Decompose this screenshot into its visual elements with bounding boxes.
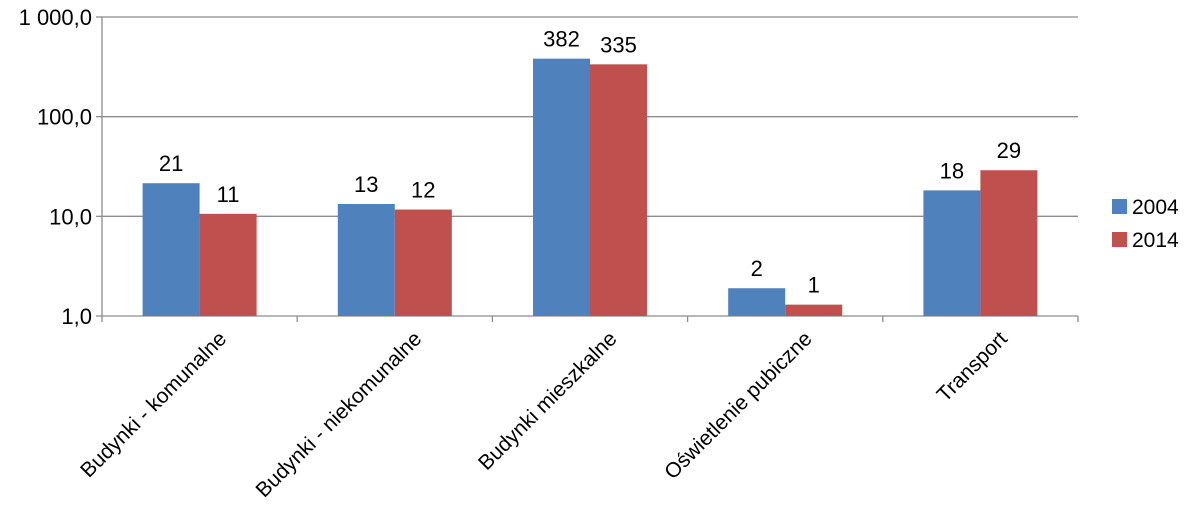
data-label: 21	[159, 151, 183, 176]
y-axis-ticks: 1,0 10,0 100,0 1 000,0	[19, 5, 92, 329]
bar-2014-4	[980, 170, 1038, 316]
legend: 2004 2014	[1112, 196, 1179, 252]
bar-2004-3	[728, 288, 786, 316]
bar-2014-2	[590, 64, 647, 316]
category-label: Budynki - komunalne	[76, 327, 231, 482]
legend-swatch	[1112, 232, 1127, 247]
data-label: 12	[411, 178, 435, 203]
category-label: Transport	[933, 327, 1012, 406]
bars	[142, 58, 1038, 316]
data-label: 11	[217, 182, 240, 207]
data-label: 335	[600, 32, 637, 57]
bar-2014-1	[394, 209, 452, 316]
y-tick-label: 10,0	[49, 204, 92, 229]
y-tick-label: 1,0	[61, 304, 92, 329]
bar-2004-0	[142, 183, 200, 316]
data-label: 18	[940, 158, 964, 183]
data-label: 382	[543, 27, 580, 52]
x-axis-category-labels: Budynki - komunalne Budynki - niekomunaln…	[76, 327, 1012, 502]
bar-2014-0	[199, 213, 257, 316]
category-label: Budynki mieszkalne	[474, 327, 621, 474]
category-label: Oświetlenie pubiczne	[660, 327, 817, 484]
legend-label: 2014	[1132, 229, 1179, 252]
data-label: 29	[997, 138, 1021, 163]
legend-label: 2004	[1132, 196, 1179, 219]
y-tick-label: 1 000,0	[19, 5, 92, 30]
bar-2004-4	[923, 190, 981, 316]
data-label: 13	[354, 172, 378, 197]
bar-2014-3	[785, 304, 843, 316]
bar-2004-2	[533, 58, 590, 316]
category-label: Budynki - niekomunalne	[252, 327, 427, 502]
y-tick-label: 100,0	[37, 105, 92, 130]
data-label: 1	[808, 273, 820, 298]
bar-2004-1	[337, 203, 395, 316]
data-label: 2	[751, 256, 763, 281]
legend-swatch	[1112, 199, 1127, 214]
